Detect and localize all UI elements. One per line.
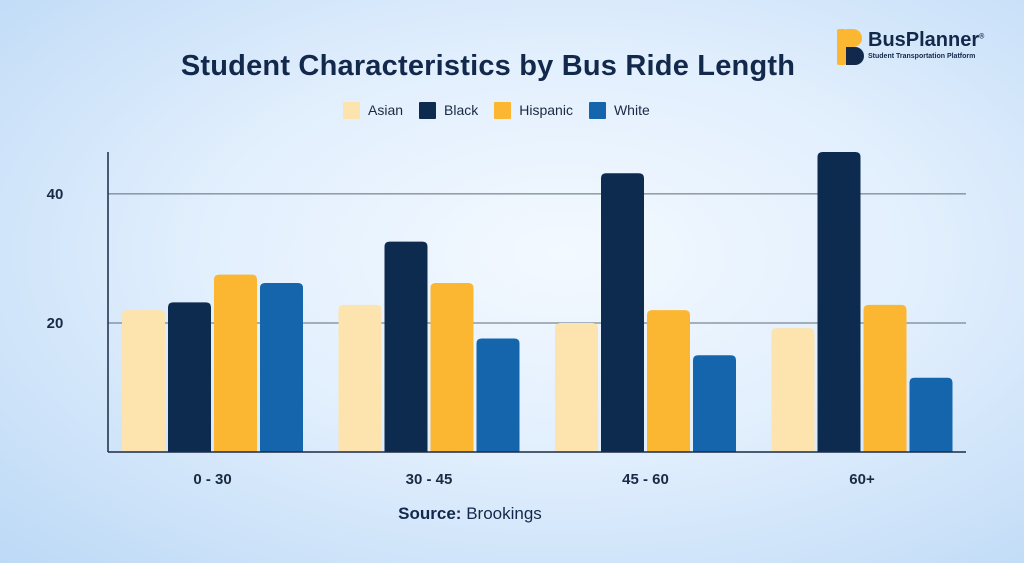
brand-name: BusPlanner® [868, 29, 985, 51]
bar-asian [338, 304, 382, 452]
legend-item-asian: Asian [343, 101, 404, 119]
y-tick-label: 20 [47, 315, 64, 332]
busplanner-logo: BusPlanner® Student Transportation Platf… [836, 27, 1006, 67]
bar-hispanic [430, 282, 474, 452]
bar-white [693, 355, 736, 452]
legend-item-white: White [588, 101, 650, 119]
source-text: Brookings [466, 504, 542, 523]
legend-label: White [613, 102, 650, 118]
x-tick-label: 60+ [849, 471, 875, 488]
bar-black [817, 152, 861, 452]
legend-swatch [343, 101, 360, 119]
legend-swatch [494, 101, 512, 119]
y-tick-label: 40 [47, 186, 64, 203]
bar-asian [555, 322, 598, 452]
chart-legend: Asian Black Hispanic White [343, 100, 666, 120]
brand-tagline: Student Transportation Platform [868, 53, 976, 60]
bar-white [260, 282, 303, 452]
legend-item-hispanic: Hispanic [494, 101, 573, 119]
bar-white [476, 338, 520, 452]
bar-white [909, 377, 953, 452]
legend-label: Asian [368, 102, 404, 118]
source-label: Source: [398, 504, 462, 523]
bar-asian [122, 310, 165, 452]
bar-asian [771, 328, 815, 452]
bar-hispanic [863, 304, 907, 452]
legend-label: Hispanic [519, 102, 573, 118]
bar-black [384, 241, 428, 452]
bar-black [168, 302, 211, 452]
x-tick-label: 0 - 30 [193, 471, 231, 488]
bar-hispanic [647, 310, 690, 452]
legend-swatch [588, 101, 606, 119]
legend-item-black: Black [419, 101, 479, 119]
busplanner-logo-mark-icon [837, 29, 864, 65]
bar-black [601, 173, 644, 452]
x-tick-label: 30 - 45 [406, 471, 453, 488]
legend-label: Black [444, 102, 479, 118]
legend-swatch [419, 101, 437, 119]
source-note: Source: Brookings [0, 504, 940, 524]
x-tick-label: 45 - 60 [622, 471, 669, 488]
bar-hispanic [214, 274, 257, 452]
chart-title: Student Characteristics by Bus Ride Leng… [180, 50, 796, 82]
